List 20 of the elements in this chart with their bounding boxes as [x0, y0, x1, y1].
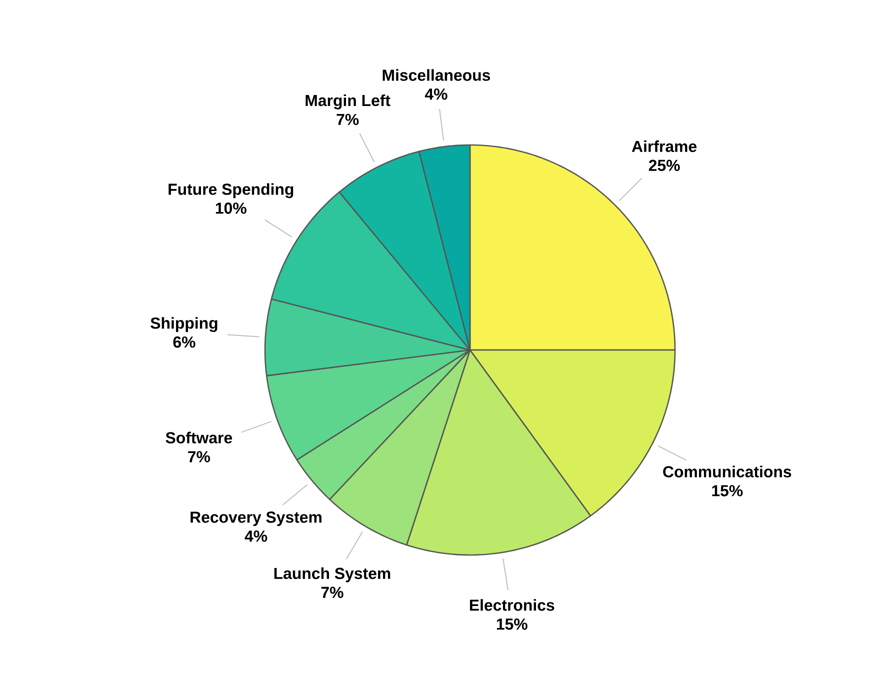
data-label: 25% — [648, 160, 680, 172]
slice-label: Software — [166, 432, 232, 444]
data-label: 6% — [173, 336, 196, 348]
slice-label: Miscellaneous — [382, 69, 490, 81]
data-label: 7% — [321, 586, 344, 598]
slice-label: Communications — [663, 466, 792, 478]
slice-label: Launch System — [274, 567, 390, 582]
data-label: 7% — [336, 114, 359, 126]
data-label: 4% — [244, 530, 268, 542]
data-label: 4% — [424, 88, 448, 100]
slice-label: Airframe — [632, 140, 697, 152]
data-label: 10% — [216, 202, 246, 214]
data-label: 7% — [188, 451, 210, 462]
data-label: 15% — [496, 618, 528, 630]
data-label: 15% — [712, 485, 743, 496]
slice-label: Margin Left — [306, 94, 390, 110]
slice-label: Shipping — [150, 317, 218, 332]
slice-label: Electronics — [470, 599, 554, 611]
slice-label: Recovery System — [190, 512, 322, 526]
slice-label: Future Spending — [168, 183, 294, 198]
